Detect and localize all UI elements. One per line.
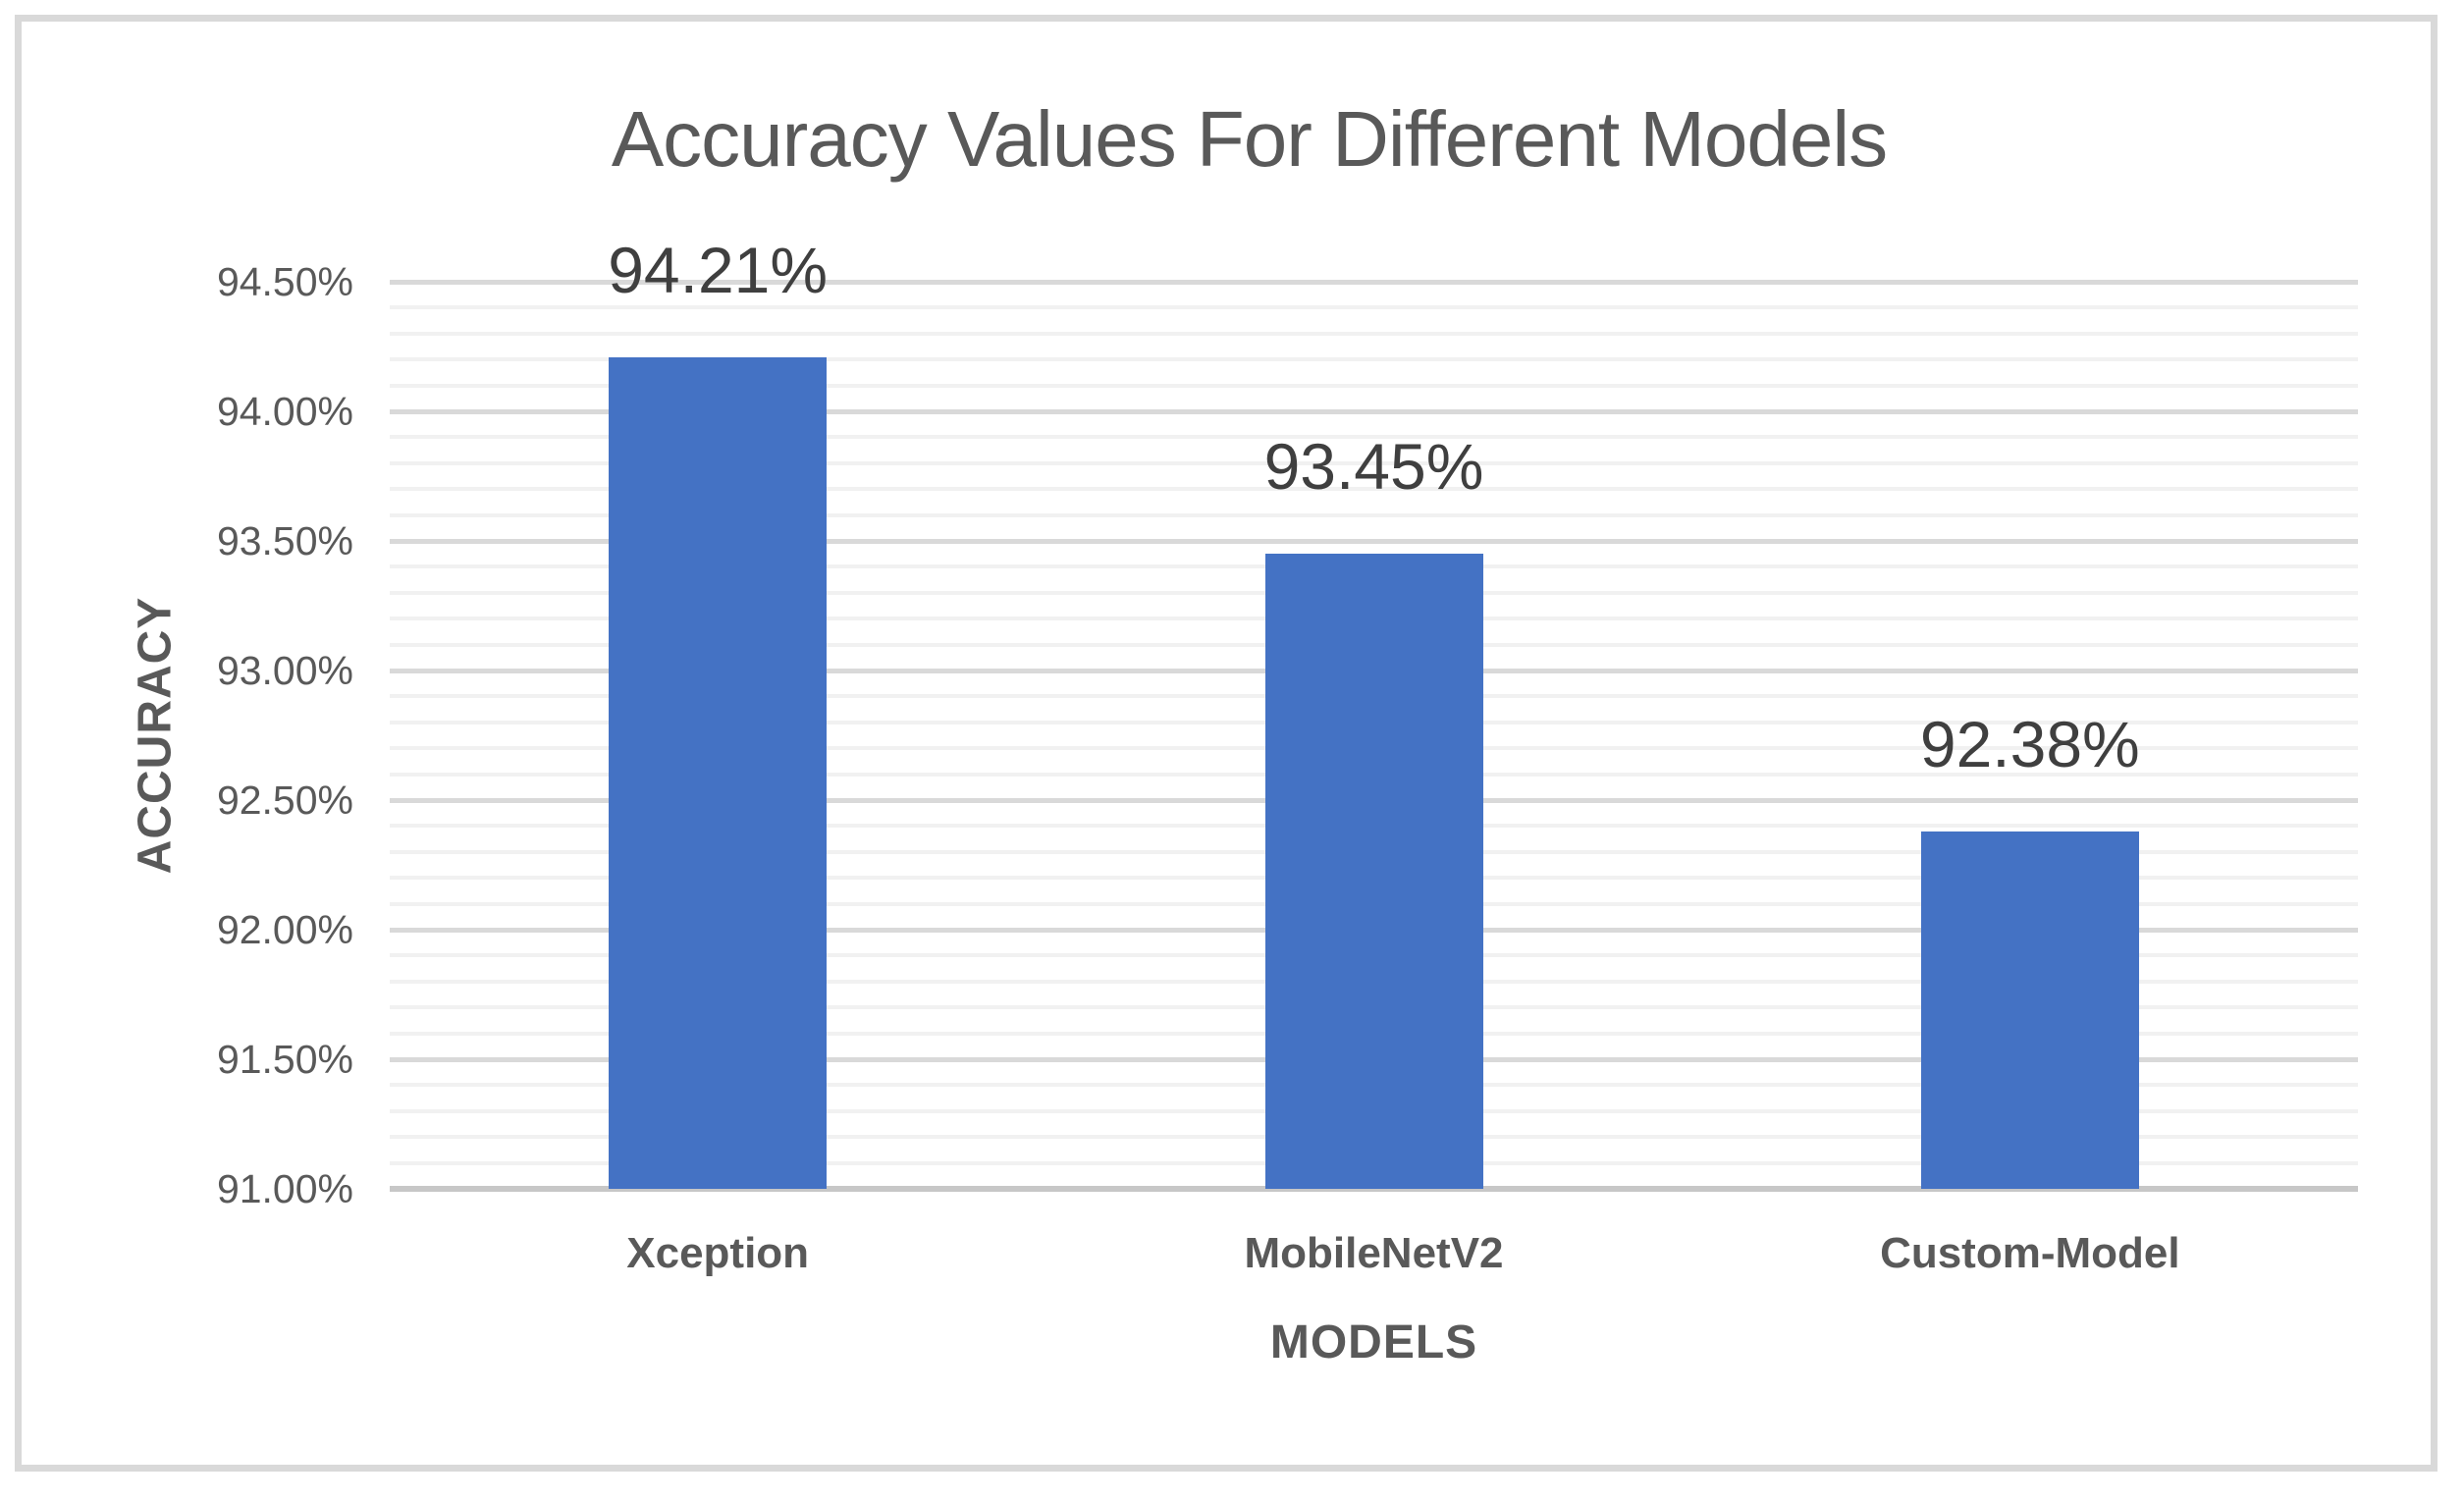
plot-area	[390, 279, 2358, 1192]
major-gridline	[390, 408, 2358, 414]
category-label-custom-model: Custom-Model	[1880, 1229, 2180, 1277]
data-label-xception: 94.21%	[608, 233, 829, 306]
bar-custom-model	[1920, 831, 2139, 1189]
chart-title: Accuracy Values For Different Models	[611, 95, 1888, 183]
y-tick-label: 94.00%	[216, 389, 353, 434]
minor-gridline	[390, 383, 2358, 388]
minor-gridline	[390, 435, 2358, 440]
x-axis-line	[390, 1186, 2358, 1192]
y-tick-label: 92.00%	[216, 907, 353, 952]
category-label-mobilenetv2: MobileNetV2	[1244, 1229, 1504, 1277]
bar-mobilenetv2	[1264, 554, 1483, 1189]
y-tick-label: 93.50%	[216, 518, 353, 563]
category-label-xception: Xception	[626, 1229, 810, 1277]
minor-gridline	[390, 331, 2358, 336]
y-tick-label: 93.00%	[216, 648, 353, 693]
chart-border	[15, 15, 2437, 1472]
y-tick-label: 91.50%	[216, 1037, 353, 1082]
minor-gridline	[390, 357, 2358, 362]
data-label-mobilenetv2: 93.45%	[1263, 430, 1484, 504]
y-axis-title-text: ACCURACY	[129, 596, 182, 875]
bar-xception	[609, 356, 828, 1189]
x-axis-title: MODELS	[1269, 1316, 1478, 1368]
minor-gridline	[390, 305, 2358, 310]
y-tick-label: 92.50%	[216, 778, 353, 823]
major-gridline	[390, 279, 2358, 285]
y-tick-label: 94.50%	[216, 259, 353, 304]
minor-gridline	[390, 487, 2358, 492]
y-tick-label: 91.00%	[216, 1166, 353, 1211]
major-gridline	[390, 538, 2358, 544]
data-label-custom-model: 92.38%	[1919, 707, 2140, 780]
minor-gridline	[390, 460, 2358, 465]
minor-gridline	[390, 512, 2358, 517]
